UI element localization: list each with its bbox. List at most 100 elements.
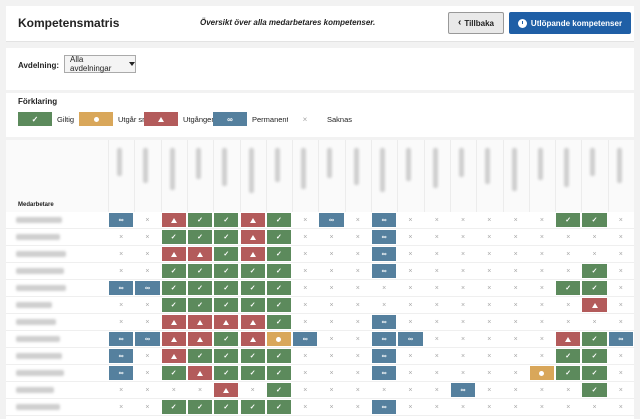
expired-cell[interactable]: [239, 246, 266, 262]
missing-cell[interactable]: ×: [581, 314, 608, 330]
back-button[interactable]: ‹ Tillbaka: [448, 12, 504, 34]
missing-cell[interactable]: ×: [108, 382, 135, 398]
permanent-cell[interactable]: ∞: [371, 314, 398, 330]
expired-cell[interactable]: [186, 246, 214, 262]
missing-cell[interactable]: ×: [344, 348, 371, 364]
missing-cell[interactable]: ×: [134, 365, 161, 381]
missing-cell[interactable]: ×: [134, 399, 161, 415]
valid-cell[interactable]: ✓: [213, 229, 240, 245]
valid-cell[interactable]: ✓: [555, 348, 582, 364]
valid-cell[interactable]: ✓: [213, 331, 240, 347]
expired-cell[interactable]: [239, 212, 266, 228]
permanent-cell[interactable]: ∞: [108, 280, 135, 296]
missing-cell[interactable]: ×: [134, 314, 161, 330]
missing-cell[interactable]: ×: [292, 314, 319, 330]
permanent-cell[interactable]: ∞: [371, 348, 398, 364]
missing-cell[interactable]: ×: [607, 229, 634, 245]
missing-cell[interactable]: ×: [397, 365, 424, 381]
missing-cell[interactable]: ×: [344, 331, 371, 347]
permanent-cell[interactable]: ∞: [449, 382, 477, 398]
missing-cell[interactable]: ×: [476, 399, 503, 415]
valid-cell[interactable]: ✓: [213, 348, 240, 364]
missing-cell[interactable]: ×: [476, 280, 503, 296]
valid-cell[interactable]: ✓: [213, 246, 240, 262]
valid-cell[interactable]: ✓: [581, 331, 608, 347]
permanent-cell[interactable]: ∞: [607, 331, 634, 347]
missing-cell[interactable]: ×: [318, 365, 345, 381]
valid-cell[interactable]: ✓: [186, 348, 214, 364]
valid-cell[interactable]: ✓: [186, 297, 214, 313]
permanent-cell[interactable]: ∞: [318, 212, 345, 228]
valid-cell[interactable]: ✓: [160, 365, 187, 381]
missing-cell[interactable]: ×: [423, 297, 450, 313]
missing-cell[interactable]: ×: [528, 246, 556, 262]
missing-cell[interactable]: ×: [318, 246, 345, 262]
missing-cell[interactable]: ×: [108, 297, 135, 313]
missing-cell[interactable]: ×: [318, 280, 345, 296]
permanent-cell[interactable]: ∞: [108, 348, 135, 364]
valid-cell[interactable]: ✓: [213, 280, 240, 296]
missing-cell[interactable]: ×: [134, 212, 161, 228]
missing-cell[interactable]: ×: [555, 382, 582, 398]
missing-cell[interactable]: ×: [292, 382, 319, 398]
permanent-cell[interactable]: ∞: [134, 280, 161, 296]
permanent-cell[interactable]: ∞: [371, 246, 398, 262]
missing-cell[interactable]: ×: [344, 297, 371, 313]
missing-cell[interactable]: ×: [292, 365, 319, 381]
missing-cell[interactable]: ×: [318, 297, 345, 313]
missing-cell[interactable]: ×: [607, 263, 634, 279]
missing-cell[interactable]: ×: [581, 246, 608, 262]
missing-cell[interactable]: ×: [449, 331, 477, 347]
missing-cell[interactable]: ×: [108, 229, 135, 245]
missing-cell[interactable]: ×: [607, 246, 634, 262]
valid-cell[interactable]: ✓: [265, 314, 293, 330]
valid-cell[interactable]: ✓: [160, 280, 187, 296]
valid-cell[interactable]: ✓: [239, 297, 266, 313]
missing-cell[interactable]: ×: [476, 263, 503, 279]
missing-cell[interactable]: ×: [292, 399, 319, 415]
missing-cell[interactable]: ×: [318, 263, 345, 279]
missing-cell[interactable]: ×: [397, 229, 424, 245]
missing-cell[interactable]: ×: [476, 348, 503, 364]
valid-cell[interactable]: ✓: [265, 212, 293, 228]
missing-cell[interactable]: ×: [423, 280, 450, 296]
missing-cell[interactable]: ×: [449, 399, 477, 415]
valid-cell[interactable]: ✓: [265, 382, 293, 398]
missing-cell[interactable]: ×: [134, 348, 161, 364]
missing-cell[interactable]: ×: [397, 280, 424, 296]
valid-cell[interactable]: ✓: [213, 365, 240, 381]
missing-cell[interactable]: ×: [344, 246, 371, 262]
missing-cell[interactable]: ×: [502, 399, 529, 415]
missing-cell[interactable]: ×: [607, 297, 634, 313]
valid-cell[interactable]: ✓: [186, 212, 214, 228]
missing-cell[interactable]: ×: [423, 263, 450, 279]
valid-cell[interactable]: ✓: [581, 365, 608, 381]
department-select[interactable]: Alla avdelningar: [64, 55, 136, 73]
missing-cell[interactable]: ×: [344, 212, 371, 228]
expiring-competences-button[interactable]: Utlöpande kompetenser: [509, 12, 631, 34]
missing-cell[interactable]: ×: [502, 212, 529, 228]
expiring-soon-cell[interactable]: [528, 365, 556, 381]
missing-cell[interactable]: ×: [607, 399, 634, 415]
permanent-cell[interactable]: ∞: [371, 365, 398, 381]
missing-cell[interactable]: ×: [423, 331, 450, 347]
permanent-cell[interactable]: ∞: [371, 399, 398, 415]
missing-cell[interactable]: ×: [318, 348, 345, 364]
missing-cell[interactable]: ×: [502, 348, 529, 364]
valid-cell[interactable]: ✓: [239, 365, 266, 381]
valid-cell[interactable]: ✓: [160, 263, 187, 279]
missing-cell[interactable]: ×: [239, 382, 266, 398]
expired-cell[interactable]: [186, 365, 214, 381]
valid-cell[interactable]: ✓: [186, 280, 214, 296]
missing-cell[interactable]: ×: [528, 382, 556, 398]
missing-cell[interactable]: ×: [502, 382, 529, 398]
missing-cell[interactable]: ×: [476, 212, 503, 228]
expired-cell[interactable]: [160, 246, 187, 262]
missing-cell[interactable]: ×: [528, 297, 556, 313]
permanent-cell[interactable]: ∞: [371, 229, 398, 245]
missing-cell[interactable]: ×: [449, 229, 477, 245]
missing-cell[interactable]: ×: [344, 263, 371, 279]
missing-cell[interactable]: ×: [502, 314, 529, 330]
expired-cell[interactable]: [213, 314, 240, 330]
missing-cell[interactable]: ×: [318, 229, 345, 245]
